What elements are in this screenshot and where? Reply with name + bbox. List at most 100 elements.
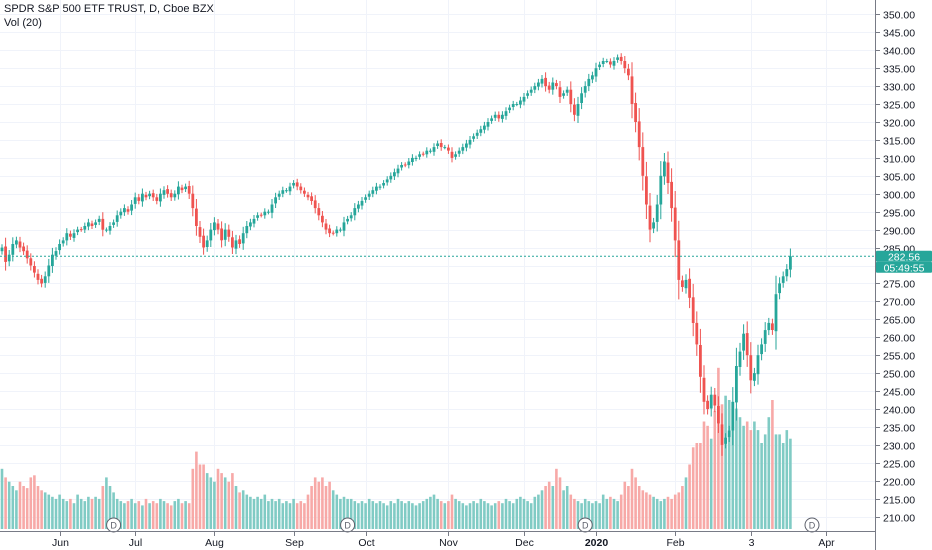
volume-bar [490, 505, 493, 529]
volume-bar [159, 498, 162, 529]
candle [760, 338, 763, 361]
candle [367, 190, 371, 200]
volume-bar [666, 496, 670, 530]
volume-bar [51, 496, 54, 530]
volume-bar [339, 498, 342, 529]
dividend-marker[interactable]: D [577, 517, 593, 533]
volume-bar [241, 490, 245, 529]
candle [645, 161, 648, 219]
candle [677, 220, 681, 300]
volume-bar [65, 501, 69, 529]
volume-bar [565, 486, 569, 529]
candle [342, 216, 346, 237]
candle [569, 81, 573, 113]
candle [508, 104, 511, 114]
volume-bar [522, 498, 526, 529]
volume-bar [202, 464, 205, 529]
volume-bar [205, 473, 209, 529]
volume-bar [155, 503, 159, 529]
volume-bar [400, 501, 403, 529]
candle [407, 158, 411, 169]
time-axis[interactable]: Jun Jul Aug Sep Oct Nov Dec 2020 Feb 3 Apr [52, 531, 835, 549]
volume-bar [742, 425, 745, 529]
candle [58, 239, 61, 255]
volume-bar [414, 505, 418, 529]
candle [353, 203, 357, 221]
candle [695, 311, 699, 356]
volume-bar [544, 486, 547, 529]
candle [321, 211, 324, 228]
candle [468, 136, 472, 149]
candle [738, 342, 742, 376]
volume-indicator-label[interactable]: Vol (20) [4, 17, 42, 29]
candle [205, 235, 209, 252]
volume-bar [54, 498, 58, 529]
chart-legend: SPDR S&P 500 ETF TRUST, D, Cboe BZX Vol … [4, 2, 214, 30]
candle [277, 190, 281, 200]
volume-bar [94, 496, 97, 530]
volume-bar [763, 434, 767, 529]
price-tick-label: 210.00 [883, 513, 915, 525]
volume-bar [346, 498, 349, 529]
candle [324, 219, 328, 235]
price-tick-label: 250.00 [883, 369, 915, 381]
candlesticks [0, 53, 792, 456]
volume-bar [133, 503, 137, 529]
candle [285, 188, 288, 193]
volume-bar [411, 503, 414, 529]
candle [220, 221, 223, 248]
volume-bar [785, 430, 789, 529]
candle [717, 396, 720, 433]
candle [112, 219, 115, 228]
volume-bar [90, 498, 94, 529]
volume-bar [58, 494, 61, 529]
volume-bar [677, 492, 681, 529]
candle [403, 162, 407, 168]
candle [267, 209, 270, 215]
volume-bar [18, 481, 22, 529]
time-tick-label: Sep [285, 537, 304, 549]
volume-bar [43, 492, 47, 529]
candle [461, 143, 465, 155]
volume-bar [771, 400, 774, 529]
candle [439, 139, 443, 151]
volume-bar [220, 473, 223, 529]
volume-bar [328, 481, 331, 529]
price-tick-label: 235.00 [883, 423, 915, 435]
candle [720, 413, 724, 456]
volume-bar [22, 486, 25, 529]
volume-bar [472, 501, 475, 529]
volume-bar [418, 503, 421, 529]
candle [97, 215, 101, 226]
volume-bar [623, 481, 627, 529]
volume-bar [497, 501, 501, 529]
price-tick-label: 275.00 [883, 279, 915, 291]
price-tick-label: 310.00 [883, 154, 915, 166]
candle [4, 237, 7, 271]
candle [389, 172, 393, 183]
volume-bar [382, 503, 385, 529]
candle [382, 180, 385, 189]
volume-bar [385, 505, 389, 529]
symbol-title[interactable]: SPDR S&P 500 ETF TRUST, D, Cboe BZX [4, 3, 214, 15]
volume-bar [774, 434, 778, 529]
volume-bar [619, 494, 623, 529]
dividend-marker[interactable]: D [106, 517, 122, 533]
dividend-marker[interactable]: D [340, 517, 356, 533]
volume-bar [547, 481, 551, 529]
volume-bar [195, 451, 198, 529]
candle [609, 58, 612, 68]
volume-bar [393, 503, 396, 529]
volume-bar [533, 496, 537, 530]
volume-bar [598, 503, 601, 529]
candle [22, 242, 25, 255]
volume-bar [634, 477, 637, 529]
dividend-marker[interactable]: D [804, 517, 820, 533]
price-tick-label: 255.00 [883, 351, 915, 363]
volume-bar [119, 501, 123, 529]
candle [706, 395, 709, 415]
candle [7, 250, 11, 267]
volume-bar [753, 421, 756, 529]
candle [778, 277, 781, 300]
